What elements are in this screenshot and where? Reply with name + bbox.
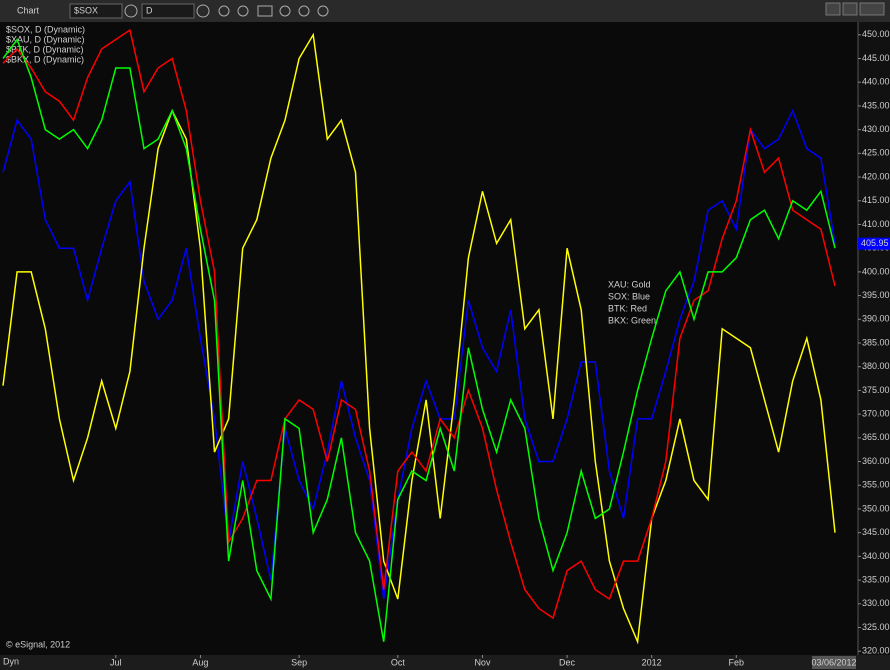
y-tick-label: 430.00 [862,124,890,134]
annotation: SOX: Blue [608,291,650,301]
y-tick-label: 445.00 [862,53,890,63]
tool-icon[interactable] [218,5,230,17]
legend-entry: $BTK, D (Dynamic) [6,44,84,54]
annotation: BKX: Green [608,315,656,325]
window-title: Chart [17,5,40,15]
x-tick-label: Jul [110,657,122,667]
y-tick-label: 345.00 [862,527,890,537]
legend: $SOX, D (Dynamic)$XAU, D (Dynamic)$BTK, … [6,24,85,64]
y-tick-label: 450.00 [862,29,890,39]
annotations: XAU: Gold SOX: Blue BTK: Red BKX: Green [608,279,656,325]
window-button[interactable] [842,2,858,16]
y-tick-label: 395.00 [862,290,890,300]
series-line [2,37,836,642]
legend-entry: $SOX, D (Dynamic) [6,24,85,34]
y-tick-label: 390.00 [862,314,890,324]
window-button[interactable] [859,2,885,16]
interval-box[interactable] [141,3,195,19]
tool-icon[interactable] [317,5,329,17]
y-tick-label: 350.00 [862,503,890,513]
value-axis [858,22,890,655]
x-tick-label: Oct [391,657,406,667]
y-tick-label: 425.00 [862,148,890,158]
y-tick-label: 380.00 [862,361,890,371]
x-tick-label: Nov [474,657,491,667]
last-date: 03/06/2012 [811,657,856,667]
x-tick-label: 2012 [642,657,662,667]
tool-icon[interactable] [237,5,249,17]
y-tick-label: 370.00 [862,409,890,419]
x-tick-label: Dec [559,657,576,667]
y-tick-label: 355.00 [862,480,890,490]
refresh-icon[interactable] [124,4,138,18]
y-tick-label: 435.00 [862,100,890,110]
annotation: BTK: Red [608,303,647,313]
y-tick-label: 440.00 [862,77,890,87]
y-tick-label: 400.00 [862,266,890,276]
y-tick-label: 340.00 [862,551,890,561]
date-box [812,656,856,669]
tool-icon[interactable] [279,5,291,17]
legend-entry: $XAU, D (Dynamic) [6,34,85,44]
x-tick-label: Sep [291,657,307,667]
price-marker [858,237,890,250]
y-tick-label: 375.00 [862,385,890,395]
y-tick-label: 325.00 [862,622,890,632]
y-tick-label: 335.00 [862,574,890,584]
y-tick-label: 360.00 [862,456,890,466]
annotation: XAU: Gold [608,279,651,289]
tool-icon[interactable] [257,5,273,17]
price-label: 405.95 [861,238,889,248]
series-line [2,28,836,620]
x-tick-label: Aug [192,657,208,667]
y-tick-label: 420.00 [862,171,890,181]
y-tick-label: 365.00 [862,432,890,442]
y-tick-label: 330.00 [862,598,890,608]
refresh-icon[interactable] [196,4,210,18]
copyright: © eSignal, 2012 [6,639,70,649]
y-tick-label: 410.00 [862,219,890,229]
symbol-box[interactable] [69,3,123,19]
y-tick-label: 320.00 [862,646,890,656]
tool-icon[interactable] [298,5,310,17]
x-tick-label: Feb [729,657,745,667]
interval[interactable]: D [146,5,153,15]
legend-entry: $BKX, D (Dynamic) [6,54,84,64]
series-line [2,32,836,645]
y-tick-label: 415.00 [862,195,890,205]
symbol[interactable]: $SOX [74,5,98,15]
y-tick-label: 385.00 [862,337,890,347]
time-axis [0,655,890,670]
plot-area [0,22,858,655]
mode-label[interactable]: Dyn [3,656,19,666]
toolbar [0,0,890,22]
window-button[interactable] [825,2,841,16]
